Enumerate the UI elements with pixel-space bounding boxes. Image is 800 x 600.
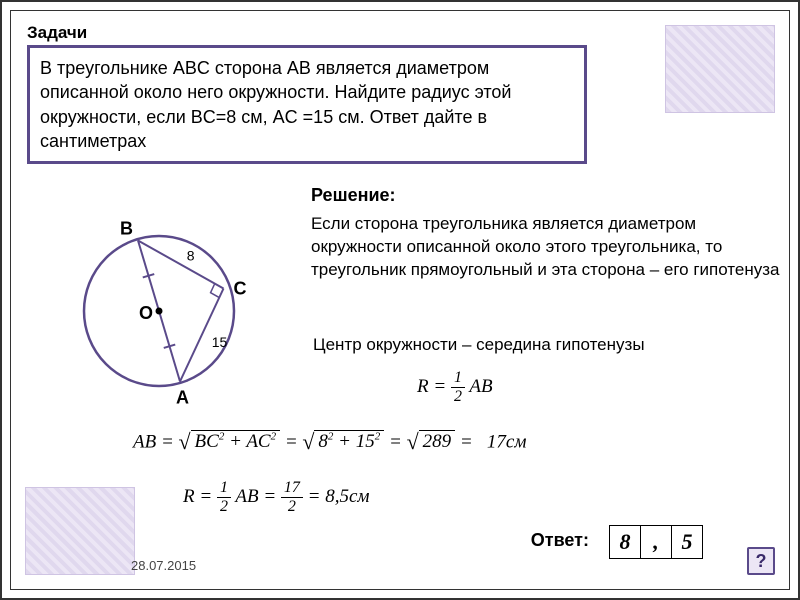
solution-body: Если сторона треугольника является диаме… [311, 213, 791, 282]
svg-text:A: A [176, 388, 189, 408]
circle-center-note: Центр окружности – середина гипотенузы [313, 335, 645, 355]
answer-cell-1: 8 [609, 525, 641, 559]
ab-result: 17см [487, 431, 527, 452]
tail: AB [469, 376, 492, 397]
svg-text:B: B [120, 219, 133, 239]
svg-text:C: C [234, 279, 247, 299]
geometry-diagram: B C A O 8 15 [59, 196, 279, 426]
help-button[interactable]: ? [747, 547, 775, 575]
outer-frame: Задачи В треугольнике ABC сторона AB явл… [0, 0, 800, 600]
d1: 2 [217, 498, 231, 516]
d2: 2 [281, 498, 303, 516]
section-title: Задачи [27, 23, 87, 43]
formula-R-half-AB: R = 1 2 AB [417, 369, 493, 406]
lhs: R [183, 486, 195, 507]
answer-cell-2: , [640, 525, 672, 559]
inner-frame: Задачи В треугольнике ABC сторона AB явл… [10, 10, 790, 590]
den: 2 [451, 388, 465, 406]
formula-R-final: R = 1 2 AB = 17 2 = 8,5см [183, 479, 370, 516]
svg-text:15: 15 [212, 334, 228, 350]
decor-top-right [665, 25, 775, 113]
svg-text:8: 8 [187, 248, 195, 264]
date-footer: 28.07.2015 [131, 558, 196, 573]
num: 1 [451, 369, 465, 388]
r-result: 8,5см [325, 486, 369, 507]
answer-label: Ответ: [531, 530, 589, 551]
solution-heading: Решение: [311, 185, 396, 206]
mid: AB [235, 486, 258, 507]
n1: 1 [217, 479, 231, 498]
n2: 17 [281, 479, 303, 498]
decor-bottom-left [25, 487, 135, 575]
svg-text:O: O [139, 303, 153, 323]
answer-cell-3: 5 [671, 525, 703, 559]
sqrt289: 289 [419, 430, 456, 452]
lhs: R [417, 376, 429, 397]
answer-cells: 8 , 5 [610, 525, 703, 559]
lhs: AB [133, 431, 156, 452]
problem-statement: В треугольнике ABC сторона AB является д… [27, 45, 587, 164]
formula-AB: AB = BC2 + AC2 = 82 + 152 = 289 = 17см [133, 431, 526, 453]
